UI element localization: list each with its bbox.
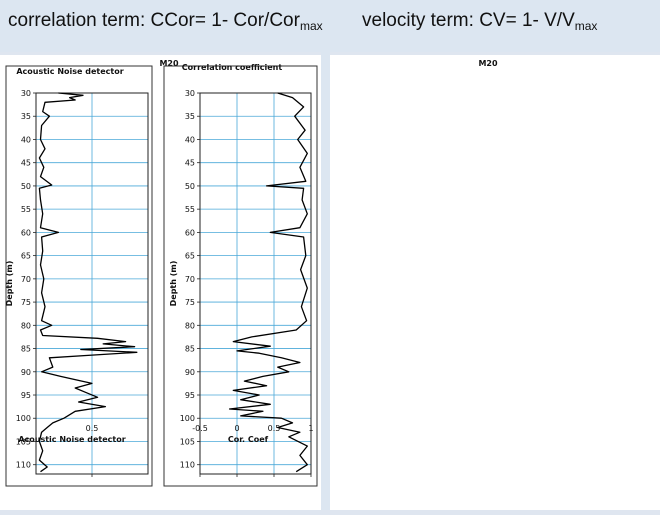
y-tick-label: 60 [185,228,195,237]
right-log-panel: M20 303540455055606570758085909510010511… [2,55,660,510]
y-axis-label: Depth (m) [5,261,14,307]
x-axis-label: Cor. Coef [228,435,269,444]
y-tick-label: 45 [21,159,31,168]
chart-frame [163,65,318,487]
correlation-term-title: correlation term: CCor= 1- Cor/Cormax [8,10,323,33]
panel-label-right: M20 [478,59,498,68]
y-tick-label: 95 [185,391,195,400]
y-tick-label: 110 [16,461,31,470]
y-tick-label: 105 [180,437,195,446]
left-charts-svg: M20 303540455055606570758085909510010511… [5,59,318,487]
y-tick-label: 80 [21,321,31,330]
y-tick-label: 45 [185,159,195,168]
y-axis-label: Depth (m) [169,261,178,307]
velocity-term-title: velocity term: CV= 1- V/Vmax [362,10,598,33]
left-log-panel: M20 30 35 40 45 50 55 60 65 70 75 80 85 90 95 100 105 11… [0,55,321,510]
series-line [38,92,138,473]
plot-area-border [199,92,312,475]
header-banner: correlation term: CCor= 1- Cor/Cormax ve… [0,0,660,52]
y-tick-label: 85 [21,345,31,354]
y-tick-label: 70 [185,275,195,284]
y-tick-label: 105 [16,437,31,446]
y-tick-label: 35 [185,112,195,121]
series-line [228,92,308,473]
y-tick-label: 35 [21,112,31,121]
y-tick-label: 40 [21,135,31,144]
panel-separator [321,52,330,510]
x-tick-label: 0.5 [86,424,99,433]
y-tick-label: 60 [21,228,31,237]
y-tick-label: 40 [185,135,195,144]
y-tick-label: 100 [180,414,195,423]
x-tick-label: 0.5 [268,424,281,433]
chart-1: 30 35 40 45 50 55 60 65 70 75 80 85 90 95 100 105 110 0.5… [5,65,153,487]
y-tick-label: 65 [185,252,195,261]
y-tick-label: 90 [21,368,31,377]
y-tick-label: 80 [185,321,195,330]
chart-title: Correlation coefficient [182,63,283,72]
x-axis-label: Acoustic Noise detector [18,435,125,444]
y-tick-label: 30 [21,89,31,98]
right-charts-svg: M20 303540455055606570758085909510010511… [2,59,498,487]
chart-frame [5,65,153,487]
panel-label-left: M20 [159,59,179,68]
y-tick-label: 75 [185,298,195,307]
y-tick-label: 30 [185,89,195,98]
chart-2: 30 35 40 45 50 55 60 65 70 75 80 85 90 95 100 105 110 -0.… [163,63,318,487]
y-tick-label: 55 [21,205,31,214]
y-tick-label: 110 [180,461,195,470]
y-tick-label: 90 [185,368,195,377]
y-tick-label: 95 [21,391,31,400]
y-tick-label: 100 [16,414,31,423]
y-tick-label: 70 [21,275,31,284]
y-tick-label: 50 [185,182,195,191]
y-tick-label: 55 [185,205,195,214]
y-tick-label: 75 [21,298,31,307]
y-tick-label: 65 [21,252,31,261]
x-tick-label: -0.5 [192,424,208,433]
y-tick-label: 85 [185,345,195,354]
y-tick-label: 50 [21,182,31,191]
x-tick-label: 1 [308,424,313,433]
x-tick-label: 0 [234,424,239,433]
chart-title: Acoustic Noise detector [16,67,123,76]
